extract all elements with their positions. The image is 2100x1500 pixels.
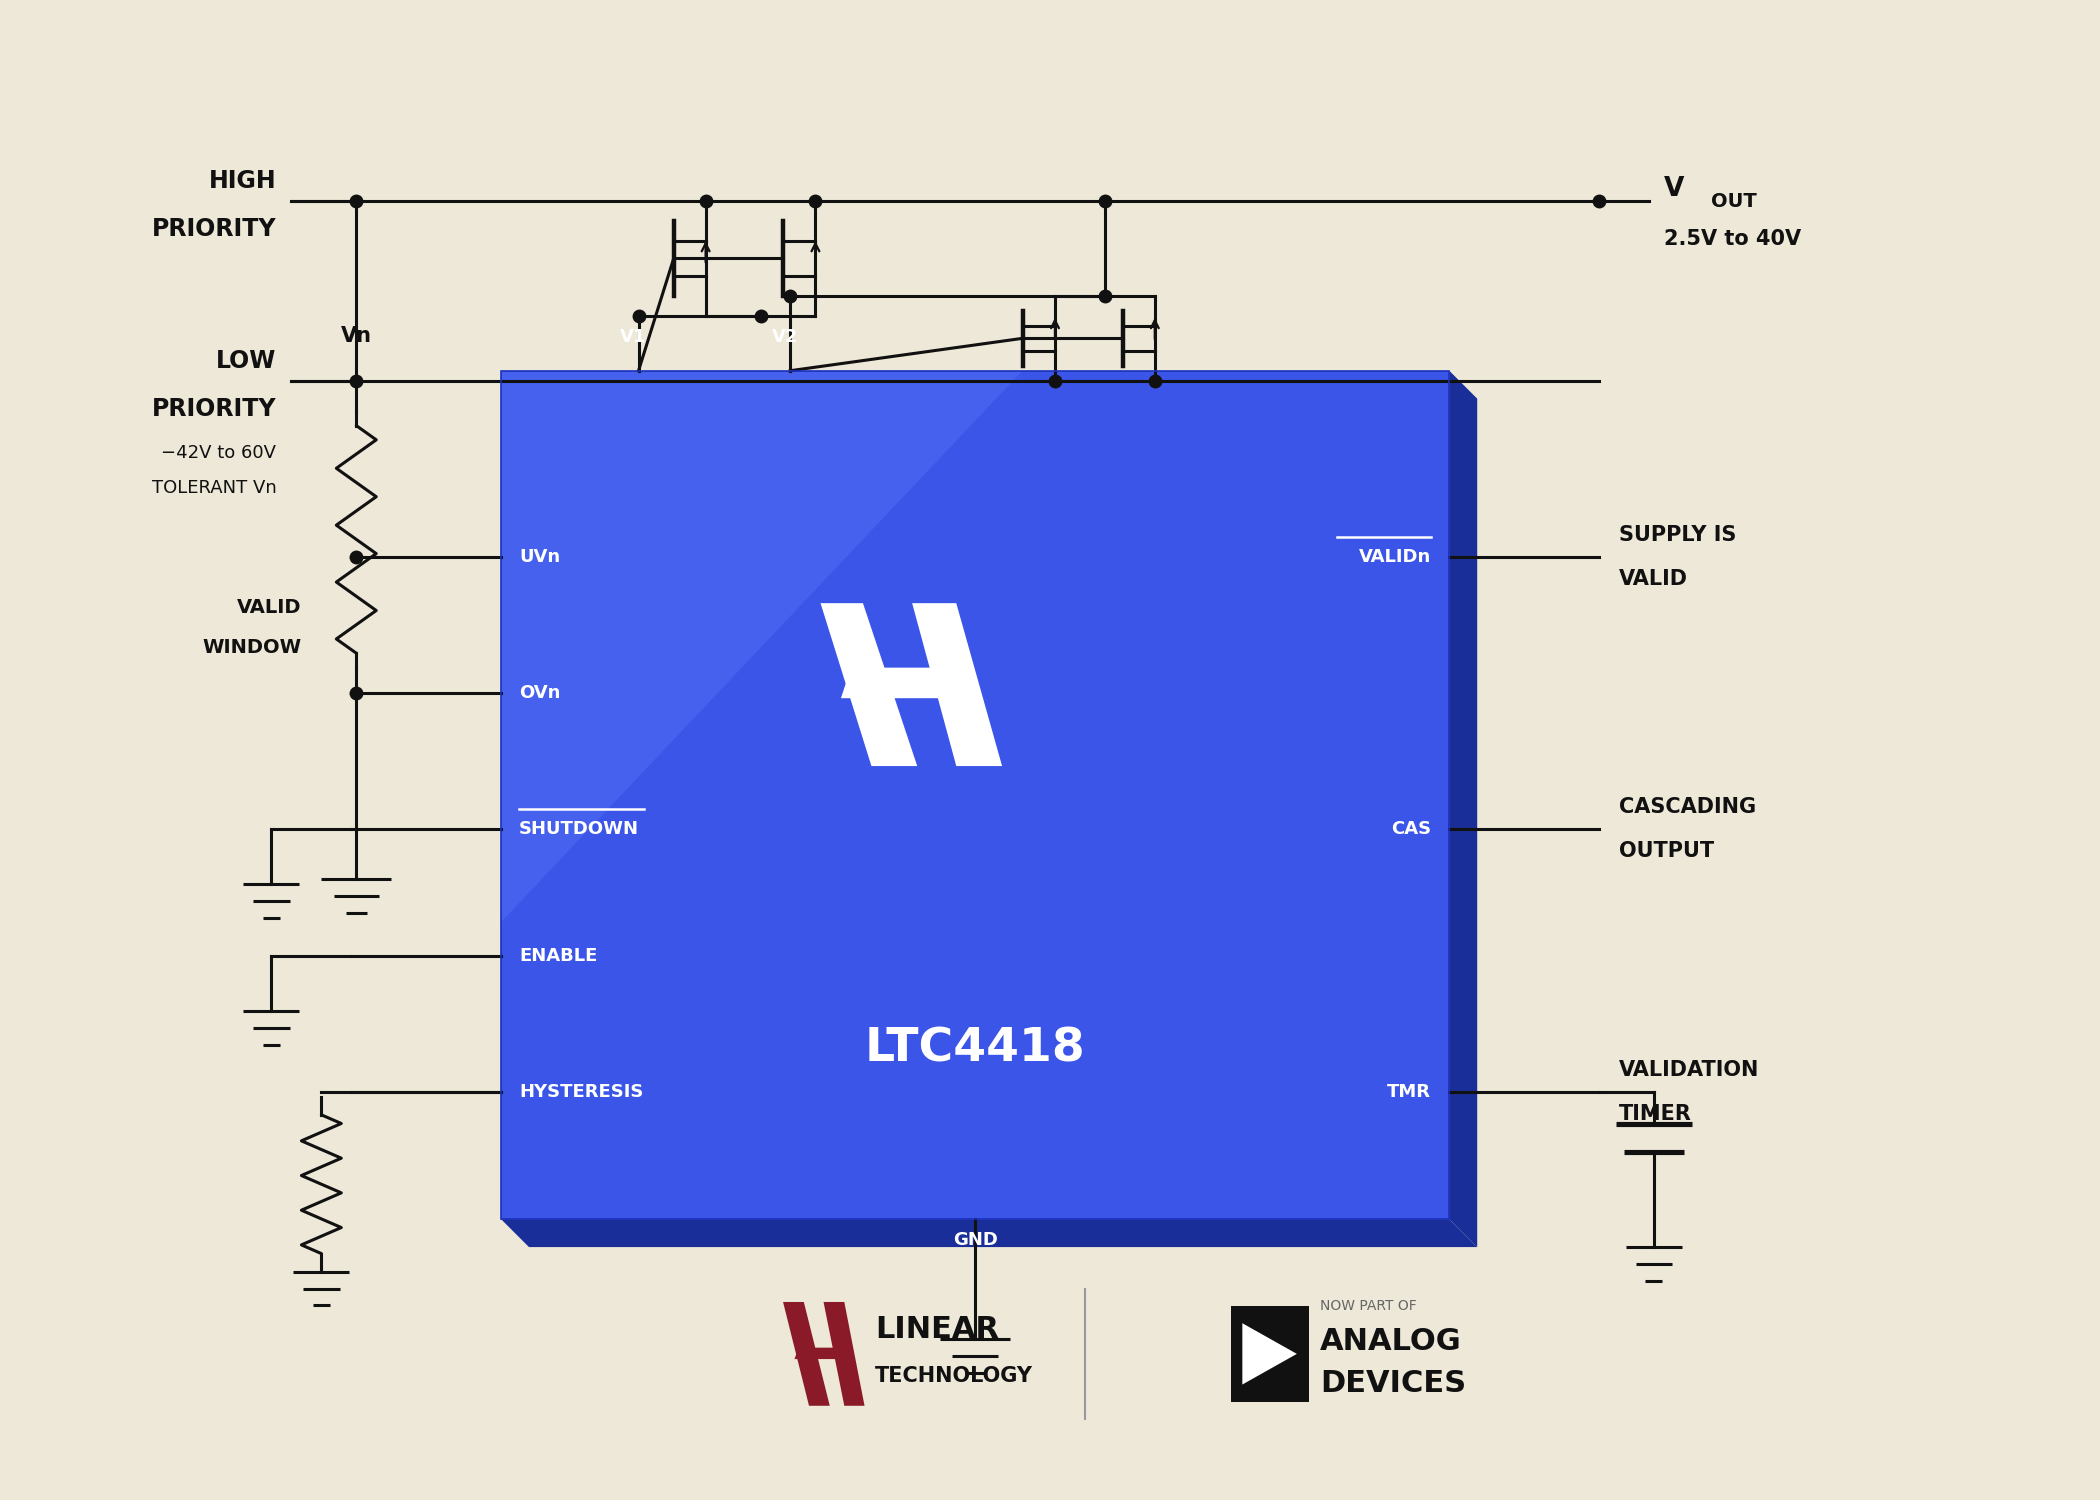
Polygon shape <box>502 1220 1476 1246</box>
Text: VALID: VALID <box>237 598 302 616</box>
Text: WINDOW: WINDOW <box>202 638 302 657</box>
Polygon shape <box>840 668 972 698</box>
Text: CASCADING: CASCADING <box>1619 796 1756 818</box>
Text: V: V <box>1663 176 1684 202</box>
Polygon shape <box>502 370 1023 922</box>
Text: SHUTDOWN: SHUTDOWN <box>519 821 638 839</box>
Text: −42V to 60V: −42V to 60V <box>162 444 277 462</box>
Text: DEVICES: DEVICES <box>1321 1370 1466 1398</box>
Text: 2.5V to 40V: 2.5V to 40V <box>1663 230 1802 249</box>
Text: TECHNOLOGY: TECHNOLOGY <box>876 1366 1033 1386</box>
Polygon shape <box>1449 370 1476 1246</box>
Text: NOW PART OF: NOW PART OF <box>1321 1299 1418 1312</box>
Polygon shape <box>911 603 1002 766</box>
Text: PRIORITY: PRIORITY <box>151 217 277 242</box>
Polygon shape <box>821 603 918 766</box>
Text: SUPPLY IS: SUPPLY IS <box>1619 525 1737 546</box>
FancyBboxPatch shape <box>502 370 1449 1220</box>
Text: GND: GND <box>953 1232 997 1250</box>
Text: ENABLE: ENABLE <box>519 946 596 964</box>
Text: HYSTERESIS: HYSTERESIS <box>519 1083 643 1101</box>
Text: ANALOG: ANALOG <box>1321 1328 1462 1356</box>
Text: VALIDATION: VALIDATION <box>1619 1060 1760 1080</box>
Text: TOLERANT Vn: TOLERANT Vn <box>151 480 277 498</box>
Text: UVn: UVn <box>519 549 561 567</box>
Polygon shape <box>1243 1323 1298 1384</box>
Polygon shape <box>783 1302 830 1406</box>
Text: HIGH: HIGH <box>208 170 277 194</box>
Text: V1: V1 <box>620 328 647 346</box>
Polygon shape <box>794 1347 853 1359</box>
Text: VALIDn: VALIDn <box>1359 549 1432 567</box>
Text: TMR: TMR <box>1388 1083 1432 1101</box>
Text: PRIORITY: PRIORITY <box>151 396 277 420</box>
Text: CAS: CAS <box>1390 821 1432 839</box>
Text: LOW: LOW <box>216 348 277 372</box>
Text: Vn: Vn <box>340 326 372 346</box>
Text: LTC4418: LTC4418 <box>865 1028 1086 1072</box>
Text: TIMER: TIMER <box>1619 1104 1693 1124</box>
Text: V2: V2 <box>773 328 798 346</box>
Text: LINEAR: LINEAR <box>876 1316 1000 1344</box>
Text: VALID: VALID <box>1619 570 1688 590</box>
Polygon shape <box>823 1302 865 1406</box>
Text: OVn: OVn <box>519 684 561 702</box>
FancyBboxPatch shape <box>1231 1306 1308 1402</box>
Text: OUT: OUT <box>1712 192 1756 210</box>
Text: OUTPUT: OUTPUT <box>1619 842 1714 861</box>
